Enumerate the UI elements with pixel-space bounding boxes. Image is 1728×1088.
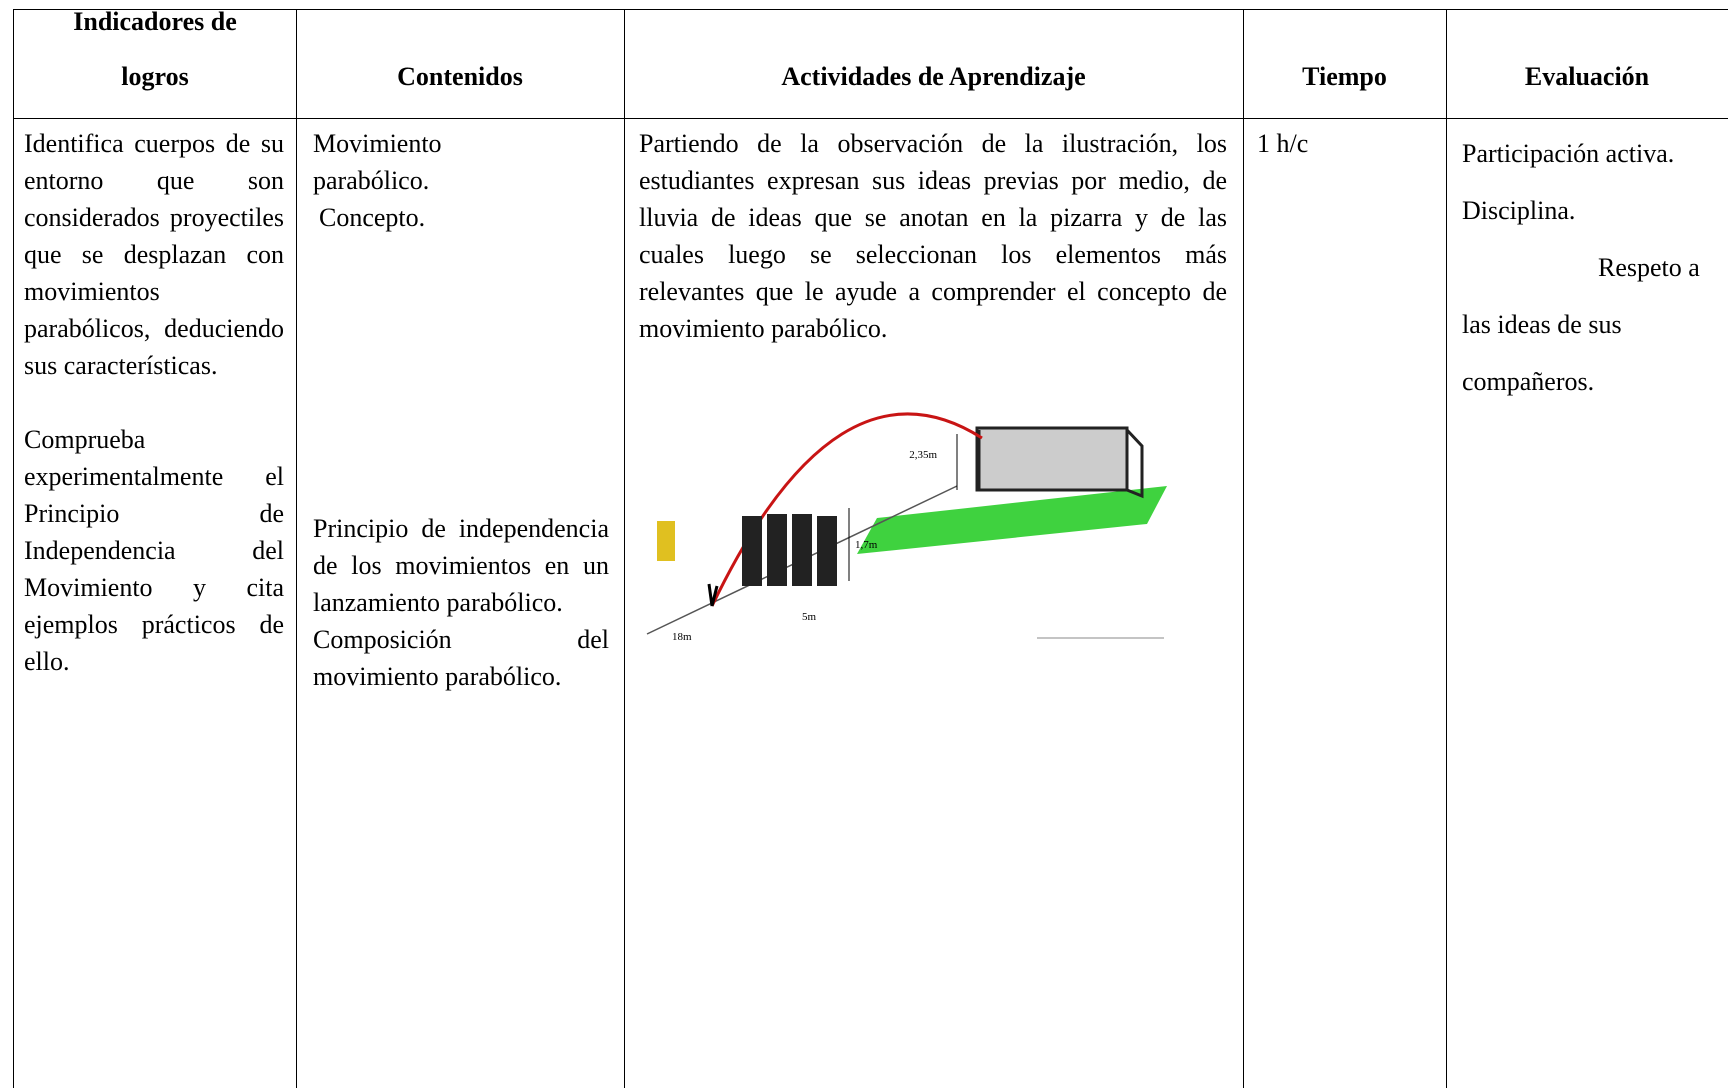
label: 18m xyxy=(672,631,692,642)
label: 2,35m xyxy=(909,449,937,461)
illustration: 2,35m 1,7m 5m 18m xyxy=(646,412,1167,642)
rule xyxy=(624,9,625,1088)
kicker xyxy=(657,521,675,561)
cell: Movimiento parabólico. Concepto. Princip… xyxy=(313,125,609,695)
header-cell: Tiempo xyxy=(1302,62,1387,91)
header-cell: Indicadores de logros xyxy=(73,7,237,91)
arrow xyxy=(707,583,719,607)
paragraph: Principio de independencia de los movimi… xyxy=(313,514,609,617)
cell: Identifica cuerpos de su entorno que son… xyxy=(24,125,284,680)
header-cell: Evaluación xyxy=(1524,62,1650,91)
paragraph: Participación activa. xyxy=(1462,139,1675,168)
paragraph: Identifica cuerpos de su entorno que son… xyxy=(24,129,284,380)
paragraph: Composición del movimiento parabólico. xyxy=(313,625,609,691)
wall xyxy=(742,514,837,586)
rule xyxy=(1446,9,1447,1088)
label: 1,7m xyxy=(855,539,878,551)
header-cell: Actividades de Aprendizaje xyxy=(781,62,1086,91)
cell: 1 h/c xyxy=(1257,125,1437,162)
rule xyxy=(296,9,297,1088)
header-cell: Contenidos xyxy=(397,62,523,91)
goal xyxy=(975,426,1129,492)
rule xyxy=(1243,9,1244,1088)
paragraph: Comprueba experimentalmente el Principio… xyxy=(24,425,284,676)
paragraph: Movimiento parabólico. xyxy=(313,129,442,195)
goal-post xyxy=(977,428,1144,499)
rule xyxy=(13,9,1728,10)
field xyxy=(857,486,1167,554)
label: 5m xyxy=(802,611,817,623)
rule xyxy=(13,118,1728,119)
rule xyxy=(13,9,14,1088)
paragraph: 1 h/c xyxy=(1257,129,1309,158)
paragraph: Disciplina. xyxy=(1462,196,1576,225)
paragraph: Partiendo de la observación de la ilustr… xyxy=(639,129,1227,343)
paragraph: Respeto a las ideas de sus compañeros. xyxy=(1462,253,1700,396)
cell: Partiendo de la observación de la ilustr… xyxy=(639,125,1227,347)
cell: Participación activa. Disciplina. Respet… xyxy=(1462,125,1724,410)
paragraph: Concepto. xyxy=(319,203,426,232)
